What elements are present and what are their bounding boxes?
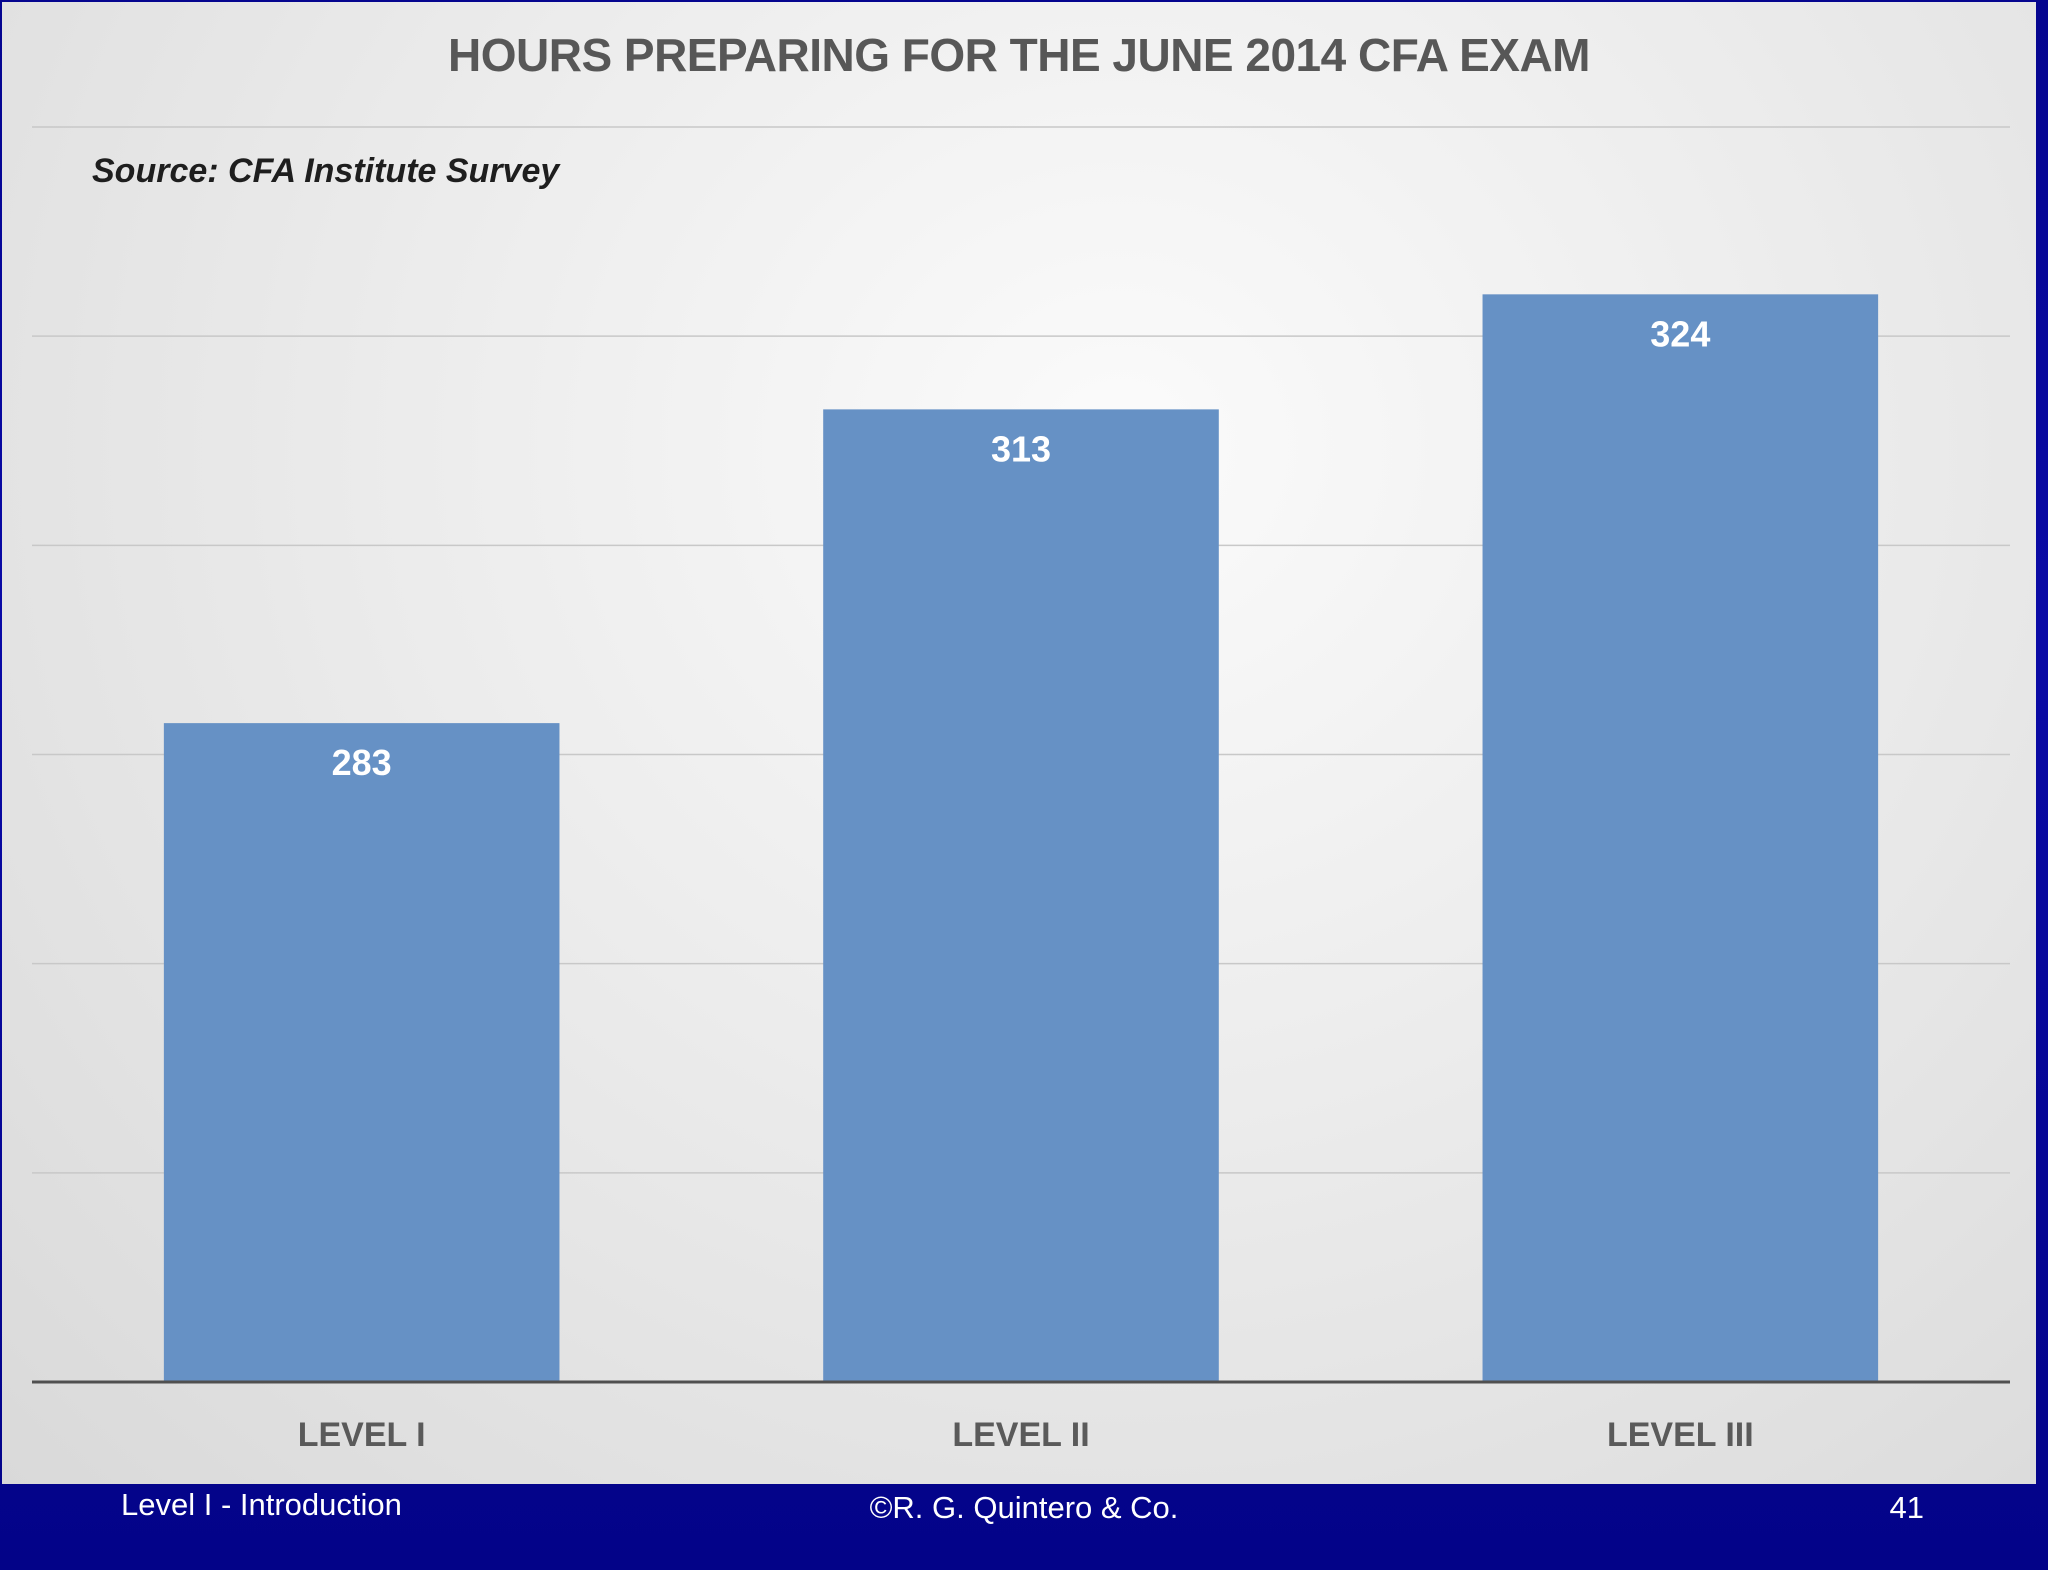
footer-page-number: 41	[1889, 1490, 1924, 1525]
x-axis-category-label: LEVEL I	[298, 1416, 426, 1454]
bar	[1482, 294, 1879, 1382]
x-axis-category-label: LEVEL II	[952, 1416, 1089, 1454]
footer-section-label: Level I - Introduction	[121, 1487, 402, 1522]
bar-data-label: 283	[332, 742, 392, 783]
bar-chart: 283 LEVEL I 313 LEVEL II 324 LEVEL III	[32, 126, 2010, 1454]
slide-footer: Level I - Introduction ©R. G. Quintero &…	[0, 1484, 2048, 1570]
x-axis-category-label: LEVEL III	[1607, 1416, 1754, 1454]
bar	[163, 723, 560, 1382]
chart-panel: HOURS PREPARING FOR THE JUNE 2014 CFA EX…	[2, 2, 2036, 1484]
bar-data-label: 313	[991, 428, 1051, 469]
bar-data-label: 324	[1650, 313, 1710, 354]
footer-copyright: ©R. G. Quintero & Co.	[869, 1490, 1179, 1525]
chart-title: HOURS PREPARING FOR THE JUNE 2014 CFA EX…	[448, 29, 1590, 81]
bar	[823, 409, 1219, 1382]
chart-source-note: Source: CFA Institute Survey	[92, 152, 560, 190]
